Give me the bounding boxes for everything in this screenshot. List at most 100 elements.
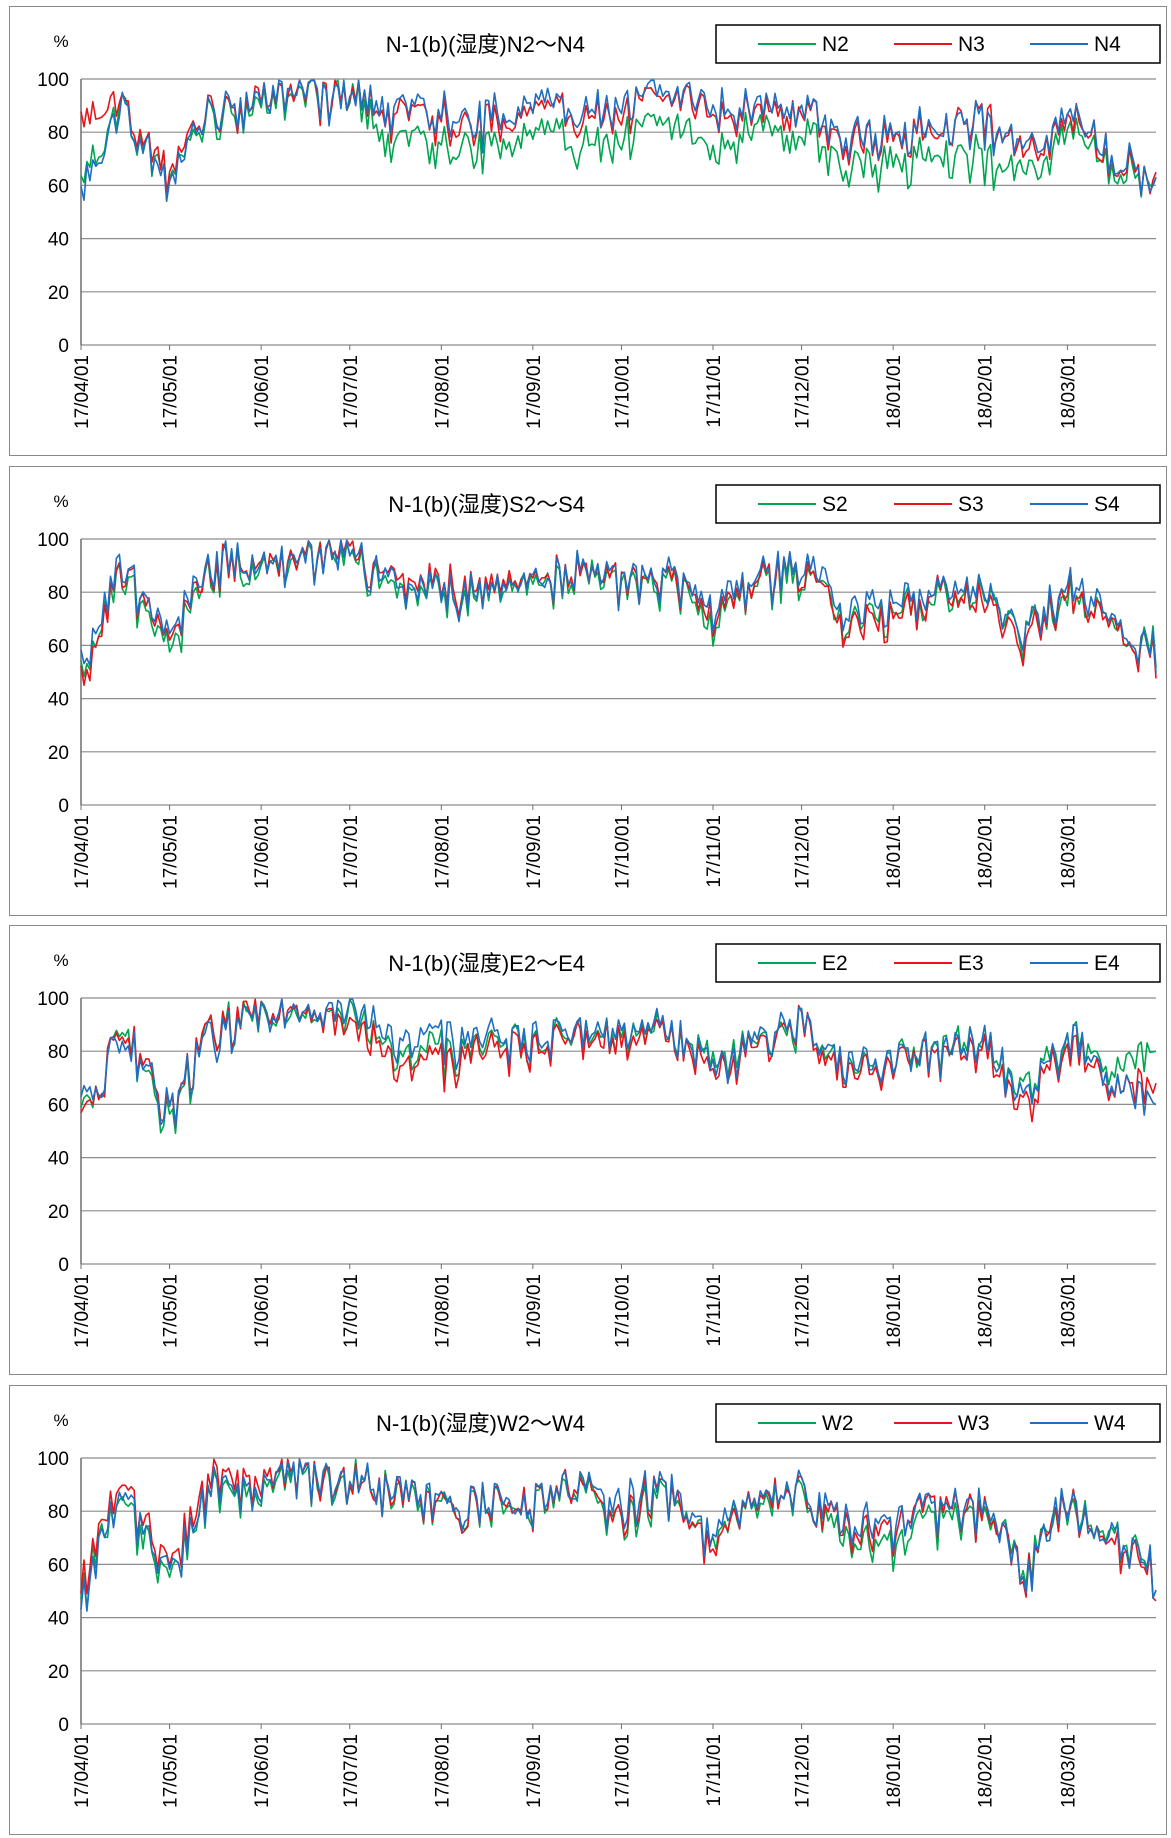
x-tick-label: 17/10/01 — [612, 1734, 633, 1808]
y-tick-label: 100 — [37, 530, 69, 551]
x-tick-label: 17/10/01 — [612, 355, 633, 429]
y-tick-label: 80 — [48, 583, 69, 604]
legend-label: W2 — [822, 1412, 854, 1435]
x-tick-label: 17/09/01 — [524, 815, 545, 889]
y-axis-label: % — [53, 492, 68, 511]
series-line-S4 — [80, 539, 1157, 674]
x-tick-label: 17/10/01 — [612, 1274, 633, 1348]
legend-label: E2 — [822, 952, 848, 975]
x-tick-label: 17/09/01 — [524, 355, 545, 429]
y-tick-label: 0 — [58, 336, 69, 357]
series-line-N2 — [80, 79, 1157, 198]
chart-title: N-1(b)(湿度)N2～N4 — [386, 32, 585, 57]
y-axis-label: % — [53, 1411, 68, 1430]
y-tick-label: 20 — [48, 1662, 69, 1683]
x-tick-label: 18/02/01 — [976, 1274, 997, 1348]
x-tick-label: 17/08/01 — [432, 815, 453, 889]
x-tick-label: 17/04/01 — [72, 815, 93, 889]
x-tick-label: 17/09/01 — [524, 1734, 545, 1808]
y-tick-label: 20 — [48, 283, 69, 304]
x-tick-label: 17/06/01 — [252, 1274, 273, 1348]
legend-label: N3 — [958, 33, 985, 56]
x-tick-label: 17/05/01 — [161, 1274, 182, 1348]
y-tick-label: 0 — [58, 1255, 69, 1276]
x-tick-label: 17/06/01 — [252, 355, 273, 429]
y-tick-label: 20 — [48, 1202, 69, 1223]
x-tick-label: 17/05/01 — [161, 355, 182, 429]
x-tick-label: 17/04/01 — [72, 355, 93, 429]
x-tick-label: 17/07/01 — [341, 1274, 362, 1348]
x-tick-label: 17/07/01 — [341, 355, 362, 429]
y-axis-label: % — [53, 951, 68, 970]
x-tick-label: 18/01/01 — [884, 815, 905, 889]
legend: W2 W3 W4 — [715, 1403, 1161, 1443]
y-axis-label: % — [53, 32, 68, 51]
series-line-N4 — [80, 79, 1157, 202]
chart-svg: 0 20 40 60 80 100% 17/04/01 17/05/01 17/06/01 17/… — [37, 24, 1161, 429]
x-tick-label: 17/07/01 — [341, 815, 362, 889]
chart-svg: 0 20 40 60 80 100% 17/04/01 17/05/01 17/06/01 17/… — [37, 484, 1161, 889]
y-tick-label: 100 — [37, 1449, 69, 1470]
series-line-S3 — [80, 539, 1157, 686]
x-tick-label: 17/11/01 — [704, 1274, 725, 1347]
legend: S2 S3 S4 — [715, 484, 1161, 524]
x-tick-label: 17/08/01 — [432, 1274, 453, 1348]
x-tick-label: 17/08/01 — [432, 1734, 453, 1808]
y-tick-label: 60 — [48, 1095, 69, 1116]
y-tick-label: 100 — [37, 70, 69, 91]
legend-label: E3 — [958, 952, 984, 975]
y-tick-label: 0 — [58, 796, 69, 817]
legend-label: N2 — [822, 33, 849, 56]
x-tick-label: 17/12/01 — [793, 355, 814, 429]
x-tick-label: 17/09/01 — [524, 1274, 545, 1348]
x-tick-label: 18/03/01 — [1058, 1734, 1079, 1808]
x-tick-label: 18/01/01 — [884, 1274, 905, 1348]
series-line-W3 — [80, 1458, 1157, 1602]
y-tick-label: 60 — [48, 636, 69, 657]
x-tick-label: 17/11/01 — [704, 815, 725, 888]
y-tick-label: 60 — [48, 176, 69, 197]
x-tick-label: 17/06/01 — [252, 1734, 273, 1808]
y-tick-label: 40 — [48, 1609, 69, 1630]
series-line-W4 — [80, 1458, 1157, 1612]
y-tick-label: 100 — [37, 989, 69, 1010]
x-tick-label: 17/12/01 — [793, 1274, 814, 1348]
x-tick-label: 17/05/01 — [161, 815, 182, 889]
chart-panel-2: 0 20 40 60 80 100% 17/04/01 17/05/01 17/06/01 17/… — [9, 466, 1167, 916]
x-tick-label: 18/02/01 — [976, 1734, 997, 1808]
y-tick-label: 0 — [58, 1715, 69, 1736]
legend-label: W3 — [958, 1412, 990, 1435]
x-tick-label: 17/08/01 — [432, 355, 453, 429]
y-tick-label: 40 — [48, 690, 69, 711]
x-tick-label: 17/12/01 — [793, 815, 814, 889]
legend-label: S3 — [958, 493, 984, 516]
x-tick-label: 17/11/01 — [704, 355, 725, 428]
y-tick-label: 80 — [48, 1042, 69, 1063]
x-tick-label: 18/01/01 — [884, 355, 905, 429]
chart-svg: 0 20 40 60 80 100% 17/04/01 17/05/01 17/06/01 17/… — [37, 943, 1161, 1348]
legend-label: S2 — [822, 493, 848, 516]
x-tick-label: 18/02/01 — [976, 815, 997, 889]
y-tick-label: 40 — [48, 1149, 69, 1170]
chart-panel-4: 0 20 40 60 80 100% 17/04/01 17/05/01 17/06/01 17/… — [9, 1385, 1167, 1835]
x-tick-label: 17/04/01 — [72, 1734, 93, 1808]
x-tick-label: 18/03/01 — [1058, 1274, 1079, 1348]
legend: E2 E3 E4 — [715, 943, 1161, 983]
chart-svg: 0 20 40 60 80 100% 17/04/01 17/05/01 17/06/01 17/… — [37, 1403, 1161, 1808]
y-tick-label: 20 — [48, 743, 69, 764]
x-tick-label: 17/06/01 — [252, 815, 273, 889]
legend-label: W4 — [1094, 1412, 1126, 1435]
y-tick-label: 80 — [48, 123, 69, 144]
x-tick-label: 17/05/01 — [161, 1734, 182, 1808]
y-tick-label: 80 — [48, 1502, 69, 1523]
chart-title: N-1(b)(湿度)W2～W4 — [376, 1411, 585, 1436]
x-tick-label: 17/11/01 — [704, 1734, 725, 1807]
x-tick-label: 18/01/01 — [884, 1734, 905, 1808]
x-tick-label: 18/03/01 — [1058, 355, 1079, 429]
series-line-E4 — [80, 998, 1157, 1128]
x-tick-label: 17/12/01 — [793, 1734, 814, 1808]
chart-panel-3: 0 20 40 60 80 100% 17/04/01 17/05/01 17/06/01 17/… — [9, 925, 1167, 1375]
chart-title: N-1(b)(湿度)E2～E4 — [388, 951, 585, 976]
chart-title: N-1(b)(湿度)S2～S4 — [388, 492, 585, 517]
